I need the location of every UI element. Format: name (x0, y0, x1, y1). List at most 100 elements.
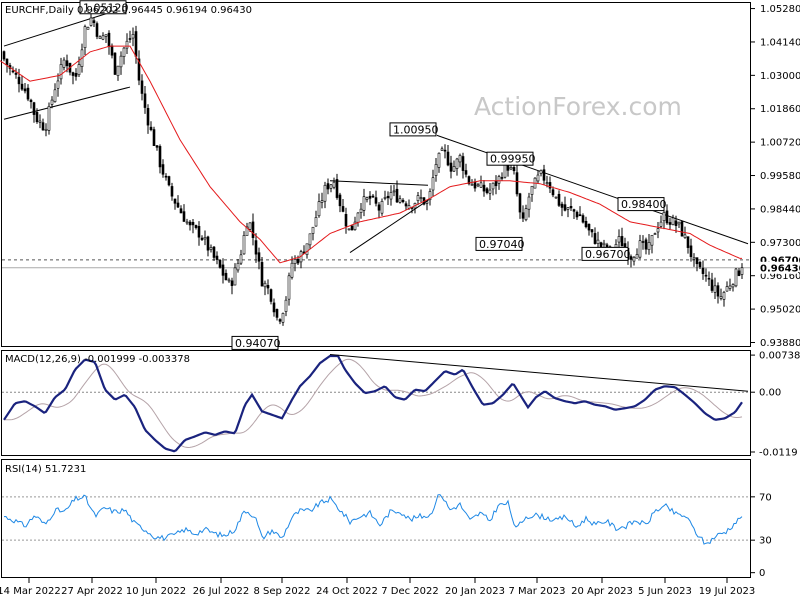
time-axis: 14 Mar 2022 27 Apr 2022 10 Jun 2022 26 Jul … (0, 578, 755, 597)
rsi-pane-frame (1, 459, 751, 578)
candle-body (497, 176, 501, 184)
candle-body (446, 151, 450, 166)
candle-body (587, 223, 591, 231)
candle-body (401, 199, 405, 203)
candle-body (584, 220, 588, 228)
candle-body (11, 70, 15, 73)
candle-body (527, 196, 531, 210)
candle-body (386, 195, 390, 199)
candle-body (245, 226, 249, 236)
candle-body (512, 167, 516, 172)
price-pane-frame (1, 2, 751, 347)
candle-body (374, 197, 378, 204)
candle-body (671, 217, 675, 225)
candle-body (131, 34, 135, 39)
price-annotation-box (581, 246, 629, 261)
candle-body (680, 221, 684, 237)
candle-body (224, 272, 228, 281)
candle-body (5, 58, 9, 66)
candle-body (197, 226, 201, 238)
candle-body (95, 23, 99, 37)
candle-body (143, 93, 147, 108)
candle-body (44, 128, 48, 131)
candle-body (602, 242, 606, 246)
candle-body (665, 210, 669, 224)
candle-body (563, 204, 567, 211)
candle-body (419, 197, 423, 199)
symbol-ohlc-header: EURCHF,Daily 0.96202 0.96445 0.96194 0.9… (5, 5, 252, 16)
candle-body (218, 259, 222, 268)
candle-body (590, 229, 594, 233)
candle-body (191, 222, 195, 226)
candle-body (161, 164, 165, 175)
rsi-tick-label: 30 (759, 536, 772, 547)
price-annotation-box (475, 236, 523, 251)
candle-body (710, 279, 714, 291)
price-trendline (329, 180, 429, 186)
candle-body (731, 284, 735, 288)
candle-body (320, 200, 324, 203)
candle-body (203, 237, 207, 240)
candle-body (200, 237, 204, 240)
current-price-label: 0.96430 (760, 263, 800, 274)
candle-body (194, 225, 198, 228)
candle-body (89, 17, 93, 26)
candle-body (329, 184, 333, 189)
candle-body (83, 26, 87, 49)
candle-body (242, 235, 246, 255)
candle-body (116, 65, 120, 76)
candle-body (485, 188, 489, 194)
rsi-pane: 70 30 0 (2, 492, 772, 579)
price-annotation-box (617, 197, 665, 212)
candle-body (287, 275, 291, 300)
time-tick-label: 20 Apr 2023 (571, 586, 633, 597)
candle-body (272, 302, 276, 313)
candle-body (452, 166, 456, 172)
candle-body (443, 149, 447, 152)
candle-body (704, 274, 708, 277)
candle-body (26, 87, 30, 100)
candle-body (650, 234, 654, 246)
candlestick-series (2, 10, 744, 326)
candle-body (32, 102, 36, 115)
candle-body (641, 241, 645, 243)
candle-body (647, 242, 651, 250)
candle-body (437, 152, 441, 168)
candle-body (14, 72, 18, 75)
candle-body (581, 215, 585, 223)
macd-title: MACD(12,26,9) -0.001999 -0.003378 (5, 354, 190, 365)
candle-body (620, 236, 624, 247)
candle-body (521, 212, 525, 219)
candle-body (674, 220, 678, 226)
candle-body (593, 233, 597, 244)
candle-body (221, 264, 225, 276)
time-tick-label: 27 Apr 2022 (61, 586, 123, 597)
candle-body (629, 256, 633, 260)
candle-body (737, 270, 741, 276)
price-annotation-box (389, 122, 437, 137)
price-annotation-label: 0.97040 (479, 238, 525, 251)
candle-body (284, 299, 288, 312)
price-tick-label: 1.03000 (760, 71, 800, 82)
candle-body (359, 208, 363, 213)
candle-body (707, 277, 711, 280)
candle-body (290, 262, 294, 278)
candle-body (428, 191, 432, 201)
price-tick-label: 0.95020 (760, 305, 800, 316)
price-annotation-label: 1.00950 (393, 123, 439, 136)
macd-pane: 0.007384 0.00 -0.0119 (2, 351, 800, 458)
price-annotation-label: 0.99950 (490, 153, 536, 166)
candle-body (545, 182, 549, 184)
candle-body (53, 89, 57, 102)
candle-body (347, 228, 351, 231)
candle-body (338, 194, 342, 207)
candle-body (38, 120, 42, 123)
candle-body (263, 282, 267, 288)
candle-body (167, 176, 171, 186)
price-tick-label: 0.96160 (760, 271, 800, 282)
candle-body (65, 60, 69, 67)
time-tick-label: 10 Jun 2022 (126, 586, 186, 597)
candle-body (125, 40, 129, 49)
candle-body (389, 192, 393, 200)
